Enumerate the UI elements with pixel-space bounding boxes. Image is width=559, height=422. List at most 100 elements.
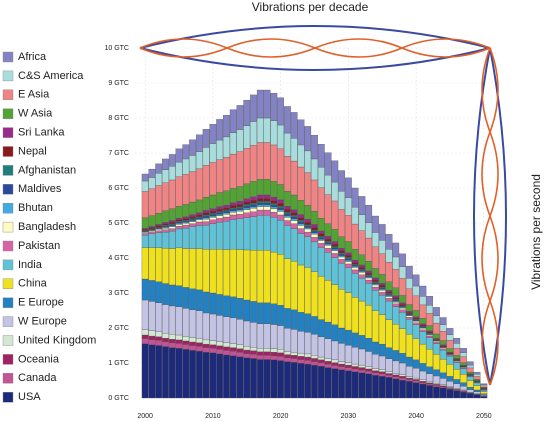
bar-segment <box>324 241 332 243</box>
bar-segment <box>324 248 332 253</box>
bar-segment <box>345 364 352 368</box>
bar-segment <box>148 301 156 331</box>
bar-segment <box>148 230 156 232</box>
bar-segment <box>250 145 257 182</box>
bar-segment <box>433 369 440 377</box>
bar-segment <box>331 359 339 363</box>
bar-segment <box>331 340 339 361</box>
bar-segment <box>229 343 237 348</box>
bar-segment <box>189 221 196 224</box>
bar-segment <box>229 188 237 203</box>
bar-segment <box>358 335 366 350</box>
bar-segment <box>195 212 203 216</box>
bar-segment <box>439 372 447 379</box>
legend-label: Canada <box>18 372 57 384</box>
bar-segment <box>148 344 156 399</box>
bar-segment <box>148 215 156 227</box>
bar-segment <box>351 249 359 261</box>
bar-segment <box>256 117 264 143</box>
bar-segment <box>378 239 386 254</box>
bar-segment <box>256 179 264 196</box>
bar-segment <box>223 216 230 222</box>
bar-segment <box>426 330 434 332</box>
bar-segment <box>419 343 427 364</box>
bar-segment <box>331 324 339 342</box>
bar-segment <box>175 343 183 349</box>
bar-segment <box>297 214 305 218</box>
bar-segment <box>290 215 298 218</box>
bar-segment <box>209 208 217 212</box>
bar-segment <box>358 348 366 366</box>
bar-segment <box>243 207 251 210</box>
bar-segment <box>453 355 461 359</box>
bar-segment <box>162 341 169 347</box>
bar-segment <box>162 333 169 339</box>
bar-segment <box>392 297 400 300</box>
bar-segment <box>338 369 345 399</box>
bar-segment <box>229 205 237 209</box>
bar-segment <box>216 212 224 215</box>
bar-segment <box>385 371 393 374</box>
bar-segment <box>209 249 217 294</box>
bar-segment <box>189 219 196 221</box>
bar-segment <box>195 350 203 399</box>
bar-segment <box>256 302 264 324</box>
bar-segment <box>358 300 366 336</box>
bar-segment <box>209 292 217 315</box>
bar-segment <box>243 100 251 126</box>
bar-segment <box>317 237 325 240</box>
bar-segment <box>358 254 366 266</box>
bar-segment <box>372 310 379 343</box>
bar-segment <box>304 204 312 220</box>
bar-segment <box>209 143 217 163</box>
bar-segment <box>236 319 244 345</box>
bar-segment <box>405 356 413 367</box>
bar-segment <box>216 206 224 210</box>
bar-segment <box>250 200 257 204</box>
bar-segment <box>372 215 379 233</box>
bar-segment <box>182 349 190 399</box>
bar-segment <box>311 361 318 366</box>
bar-segment <box>290 218 298 221</box>
bar-segment <box>446 388 454 390</box>
bar-segment <box>263 215 271 251</box>
bar-segment <box>433 383 440 385</box>
bar-segment <box>141 233 149 236</box>
bar-segment <box>270 196 278 201</box>
bar-segment <box>439 384 447 386</box>
bar-segment <box>297 264 305 313</box>
bar-segment <box>419 295 427 306</box>
bar-segment <box>229 214 237 220</box>
bar-segment <box>439 387 447 399</box>
bar-segment <box>399 379 406 399</box>
bar-segment <box>304 218 312 223</box>
bar-segment <box>236 356 244 399</box>
bar-segment <box>405 288 413 305</box>
bar-segment <box>345 263 352 268</box>
bar-segment <box>290 362 298 399</box>
bar-segment <box>216 341 224 346</box>
bar-segment <box>304 150 312 173</box>
bar-segment <box>358 369 366 373</box>
bar-segment <box>182 204 190 217</box>
bar-segment <box>202 196 210 211</box>
bar-segment <box>223 157 230 191</box>
bar-segment <box>304 356 312 361</box>
bar-segment <box>236 186 244 202</box>
bar-segment <box>189 337 196 343</box>
bar-segment <box>399 328 406 354</box>
bar-segment <box>412 377 420 380</box>
bar-segment <box>405 315 413 318</box>
bar-segment <box>229 219 237 250</box>
bar-segment <box>223 221 230 250</box>
bar-segment <box>331 246 339 248</box>
bar-segment <box>290 355 298 359</box>
bar-segment <box>331 249 339 251</box>
bar-segment <box>175 306 183 336</box>
bar-segment <box>223 346 230 351</box>
bar-segment <box>345 292 352 331</box>
bar-segment <box>256 142 264 180</box>
bar-segment <box>324 363 332 368</box>
bar-segment <box>263 209 271 216</box>
bar-segment <box>426 295 434 306</box>
